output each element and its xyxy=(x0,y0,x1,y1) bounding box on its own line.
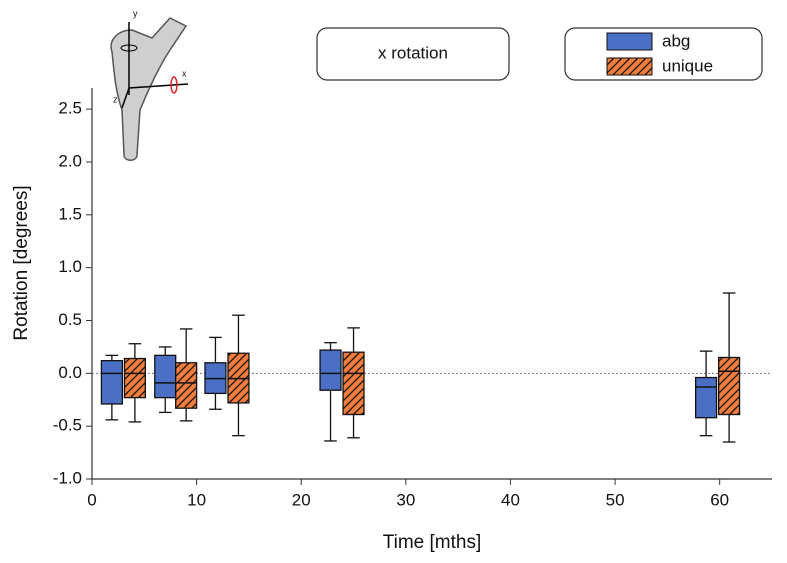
y-tick-label: -0.5 xyxy=(53,416,82,435)
box xyxy=(342,351,365,416)
y-tick-label: 0.5 xyxy=(58,310,82,329)
inset-figure: y x z xyxy=(110,8,189,161)
box xyxy=(319,349,342,391)
y-tick-label: 2.5 xyxy=(58,99,82,118)
y-tick-label: 1.5 xyxy=(58,204,82,223)
x-tick-label: 60 xyxy=(710,490,729,509)
x-tick-label: 10 xyxy=(187,490,206,509)
box xyxy=(717,356,741,416)
x-tick-label: 50 xyxy=(606,490,625,509)
legend-label: unique xyxy=(662,56,713,75)
x-tick-label: 30 xyxy=(396,490,415,509)
y-tick-label: -1.0 xyxy=(53,468,82,487)
box xyxy=(123,357,147,399)
x-axis-label: Time [mths] xyxy=(383,532,482,553)
box xyxy=(154,354,177,399)
x-tick-label: 20 xyxy=(292,490,311,509)
legend-swatch xyxy=(606,57,653,76)
box xyxy=(100,359,123,405)
inset-axis-label: x xyxy=(182,68,187,78)
inset-axis-label: y xyxy=(133,8,138,18)
x-tick-label: 0 xyxy=(87,490,96,509)
legend-swatch xyxy=(606,32,653,51)
annotation: x rotation xyxy=(378,43,448,62)
y-axis-label: Rotation [degrees] xyxy=(11,185,32,340)
y-tick-label: 0.0 xyxy=(58,363,82,382)
y-tick-label: 1.0 xyxy=(58,257,82,276)
y-tick-label: 2.0 xyxy=(58,151,82,170)
inset-axis-label: z xyxy=(113,94,118,104)
box xyxy=(175,362,198,409)
box xyxy=(694,376,718,419)
x-tick-label: 40 xyxy=(501,490,520,509)
annotation-box xyxy=(316,27,510,81)
legend-label: abg xyxy=(662,31,690,50)
